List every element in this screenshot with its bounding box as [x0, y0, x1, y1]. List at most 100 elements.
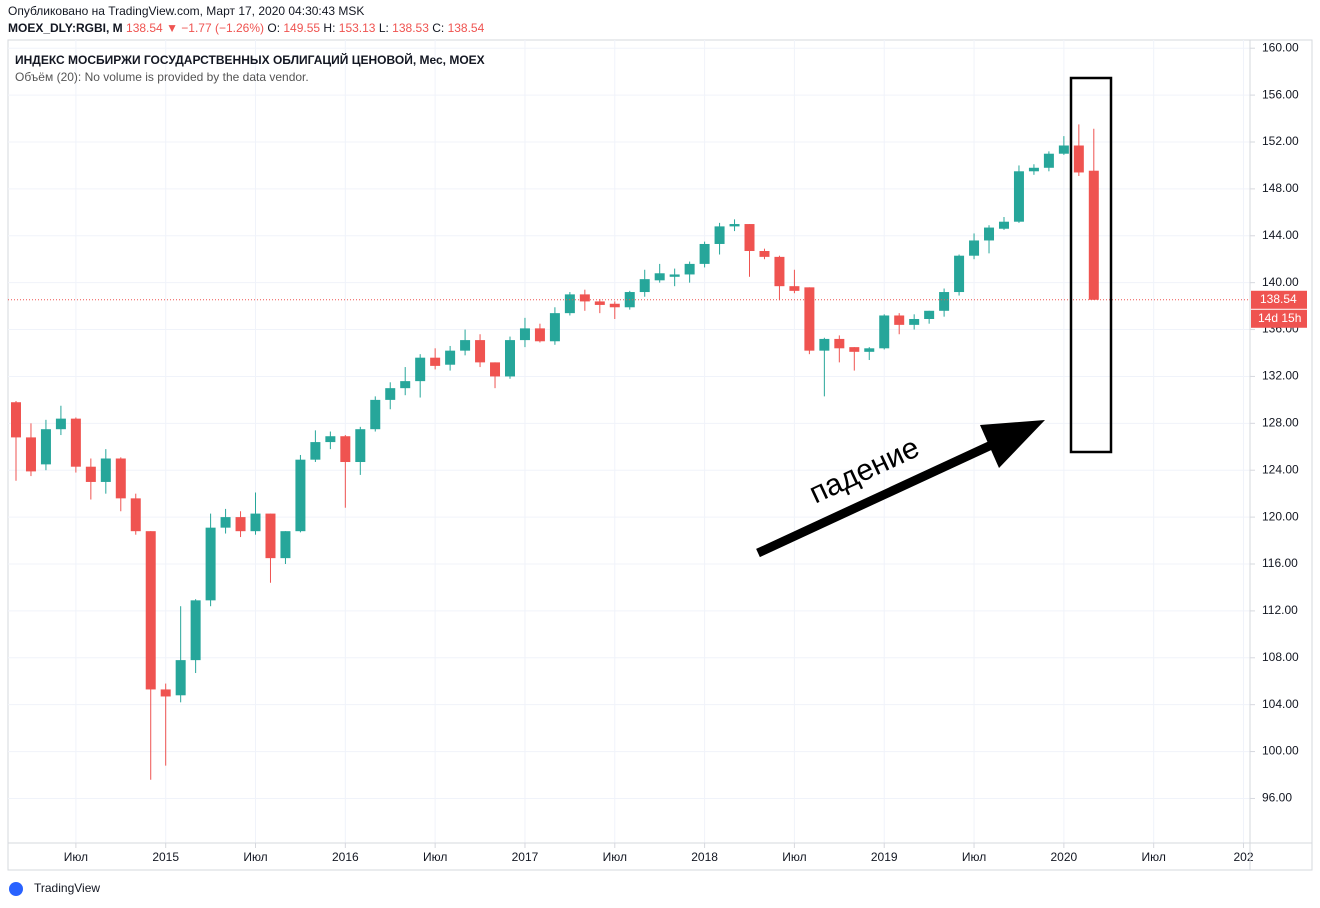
frame — [7, 39, 1313, 871]
candle-body — [1073, 145, 1084, 173]
candle-body — [355, 429, 366, 463]
x-tick-label: 202 — [1233, 850, 1253, 864]
l-label: L: — [379, 21, 389, 35]
candle-body — [265, 513, 276, 559]
y-tick-label: 96.00 — [1262, 791, 1292, 805]
candle-body — [714, 226, 725, 244]
candle-body — [475, 340, 486, 363]
candle-body — [774, 256, 785, 287]
candle-body — [400, 381, 411, 389]
candle-body — [145, 531, 156, 690]
candle-body — [684, 263, 695, 275]
x-tick-label: Июл — [243, 850, 267, 864]
candle-body — [295, 459, 306, 532]
x-tick-label: Июл — [962, 850, 986, 864]
y-tick-label: 148.00 — [1262, 181, 1299, 195]
candle-body — [759, 251, 770, 257]
candle-body — [864, 348, 875, 352]
chart-title: ИНДЕКС МОСБИРЖИ ГОСУДАРСТВЕННЫХ ОБЛИГАЦИ… — [15, 52, 485, 67]
legend-line: MOEX_DLY:RGBI, M 138.54 ▼ −1.77 (−1.26%)… — [8, 21, 485, 35]
countdown: 14d 15h — [1258, 311, 1301, 325]
candle-body — [729, 224, 740, 227]
o-value: 149.55 — [283, 21, 320, 35]
y-tick-label: 160.00 — [1262, 40, 1299, 54]
candle-body — [490, 362, 501, 377]
candle-body — [130, 498, 141, 532]
candle-body — [85, 466, 96, 482]
candle-body — [699, 243, 710, 264]
candle-body — [744, 224, 755, 252]
countdown-bg — [1251, 309, 1307, 328]
y-tick-label: 116.00 — [1262, 556, 1298, 570]
candle-body — [415, 357, 426, 382]
y-tick-label: 108.00 — [1262, 650, 1299, 664]
candle-body — [325, 436, 336, 443]
candle-body — [998, 221, 1009, 229]
c-label: C: — [432, 21, 444, 35]
o-label: O: — [267, 21, 280, 35]
y-tick-label: 120.00 — [1262, 509, 1299, 523]
x-tick-label: 2016 — [332, 850, 359, 864]
candle-body — [1043, 153, 1054, 168]
l-value: 138.53 — [392, 21, 429, 35]
x-tick-label: Июл — [64, 850, 88, 864]
candle-body — [1058, 145, 1069, 154]
candle-body — [235, 517, 246, 532]
candle-body — [430, 357, 441, 366]
h-label: H: — [323, 21, 335, 35]
price-label-bg — [1251, 290, 1307, 309]
candle-body — [175, 660, 186, 696]
candle-body — [115, 458, 126, 499]
x-tick-label: 2019 — [871, 850, 898, 864]
x-tick-label: 2020 — [1051, 850, 1078, 864]
c-value: 138.54 — [448, 21, 485, 35]
candle-body — [954, 255, 965, 293]
candle-body — [11, 402, 21, 438]
candle-body — [40, 429, 51, 465]
candle-body — [549, 313, 560, 342]
change: ▼ −1.77 (−1.26%) — [166, 21, 264, 35]
x-tick-label: Июл — [782, 850, 806, 864]
candle-body — [804, 287, 815, 351]
x-tick-label: 2017 — [512, 850, 539, 864]
candle-body — [280, 531, 291, 559]
y-tick-label: 132.00 — [1262, 369, 1299, 383]
last-price: 138.54 — [126, 21, 163, 35]
candle-body — [55, 418, 66, 430]
arrow-shaft — [756, 436, 1002, 558]
candle-body — [609, 303, 620, 308]
highlight-box — [1069, 76, 1113, 454]
candle-body — [894, 315, 905, 325]
candle-body — [879, 315, 890, 349]
candle-body — [504, 340, 515, 377]
candle-body — [70, 418, 81, 467]
candle-body — [594, 301, 605, 305]
candles — [11, 124, 1099, 780]
candle-body — [519, 328, 530, 341]
legend: MOEX_DLY:RGBI, M 138.54 ▼ −1.77 (−1.26%)… — [8, 21, 485, 35]
candle-body — [220, 517, 231, 528]
candle-body — [1088, 170, 1099, 300]
arrow-head — [980, 420, 1045, 468]
candle-body — [1028, 167, 1039, 172]
candle-body — [834, 338, 845, 349]
symbol: MOEX_DLY:RGBI, M — [8, 21, 123, 35]
candle-body — [160, 689, 171, 697]
candle-body — [654, 273, 665, 281]
candle-body — [564, 294, 575, 314]
y-tick-label: 112.00 — [1262, 603, 1298, 617]
candle-body — [385, 388, 396, 400]
candle-body — [939, 292, 950, 311]
candle-body — [100, 458, 111, 482]
y-tick-label: 144.00 — [1262, 228, 1299, 242]
candle-body — [310, 442, 321, 460]
candle-body — [445, 350, 456, 365]
candle-body — [534, 328, 545, 342]
x-tick-label: Июл — [1141, 850, 1165, 864]
candle-body — [969, 240, 980, 256]
candle-body — [924, 310, 935, 319]
y-tick-label: 156.00 — [1262, 87, 1299, 101]
x-tick-label: Июл — [603, 850, 627, 864]
